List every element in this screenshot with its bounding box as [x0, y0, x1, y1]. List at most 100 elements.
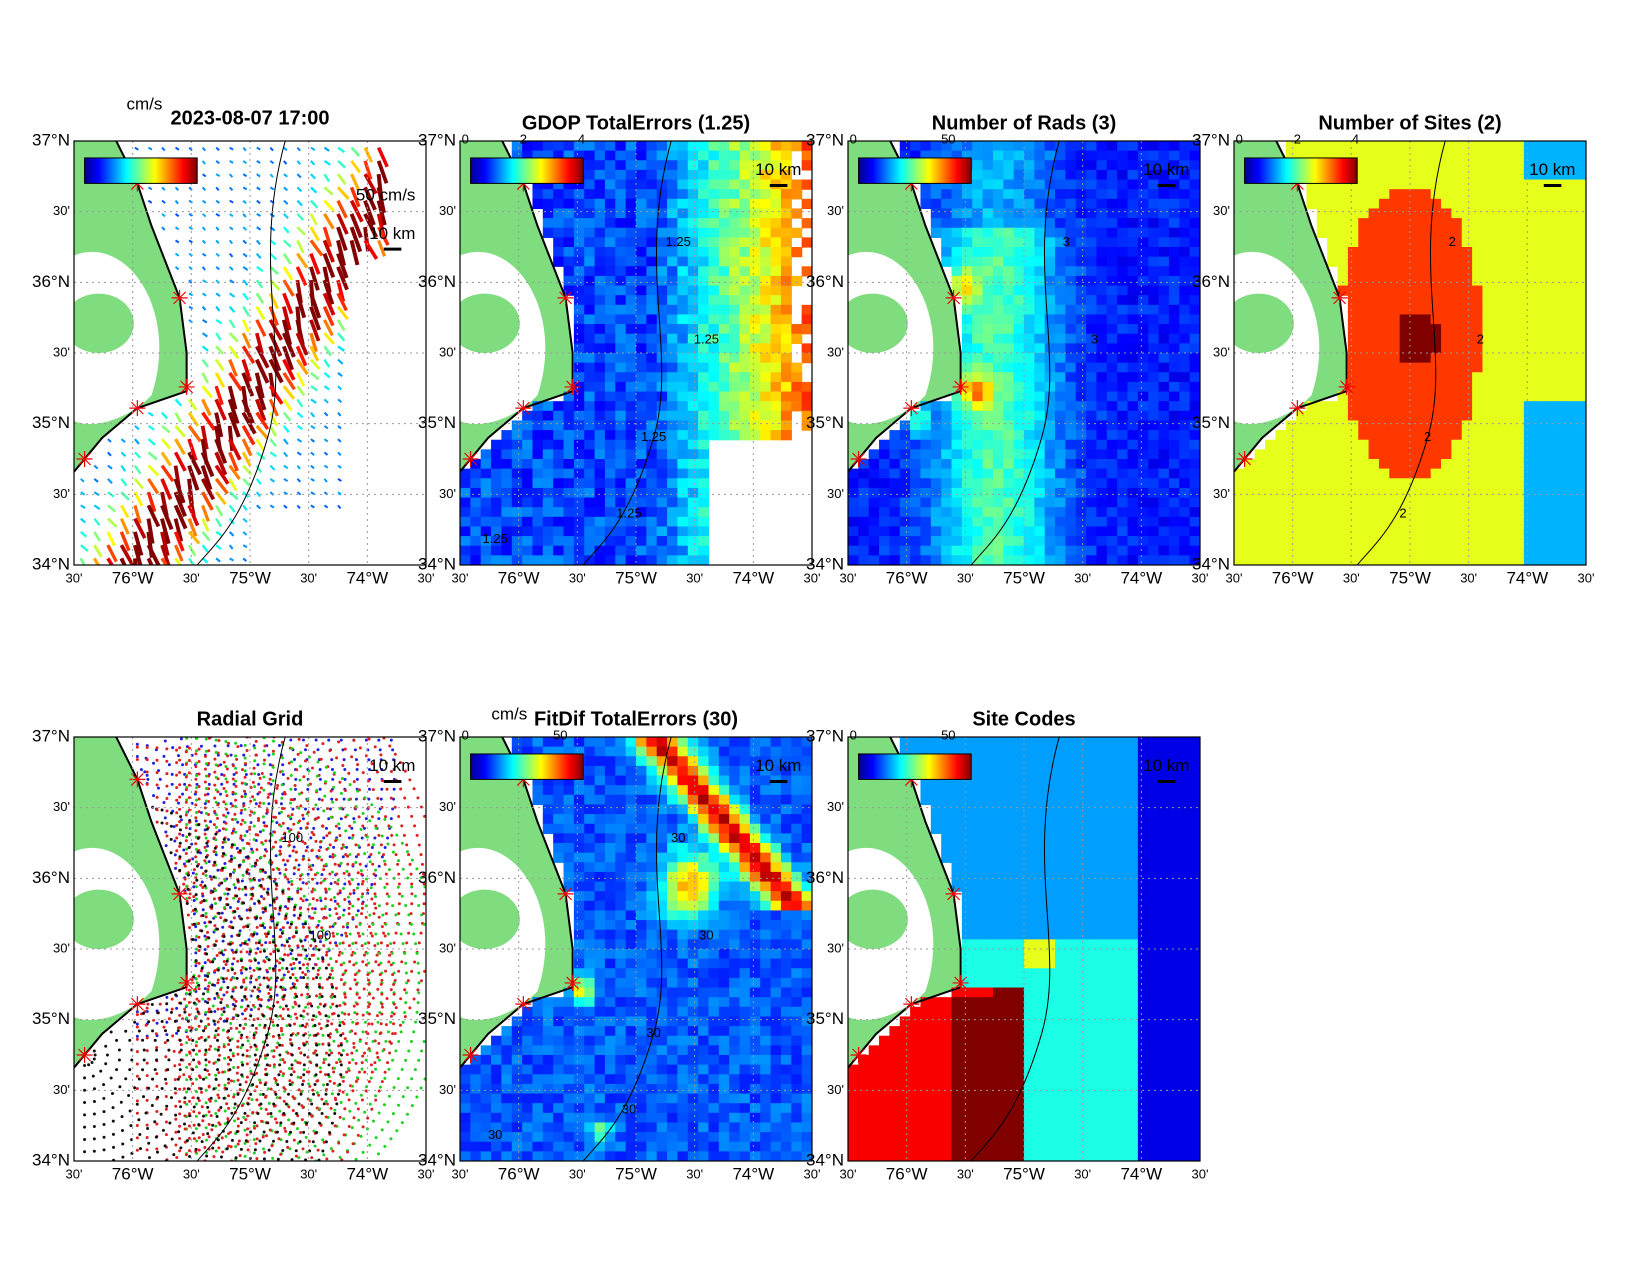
field-cell [879, 507, 891, 518]
field-cell [1534, 266, 1546, 277]
current-vector [147, 424, 155, 431]
field-cell [961, 478, 973, 489]
field-cell [1337, 150, 1349, 161]
map-panel: 37°N30'36°N30'35°N30'34°N30' 76°W 30' 75°W 3… [806, 112, 1208, 587]
field-cell [1106, 545, 1118, 556]
field-cell [1189, 237, 1200, 248]
field-cell [573, 391, 585, 402]
field-cell [1523, 189, 1535, 200]
grid-point [234, 999, 238, 1003]
field-cell [1420, 160, 1432, 171]
field-cell [1158, 285, 1170, 296]
field-cell [1513, 208, 1525, 219]
field-cell [972, 401, 984, 412]
field-cell [491, 555, 503, 565]
field-cell [1399, 333, 1411, 344]
current-vector [214, 504, 224, 517]
field-cell [972, 169, 984, 181]
field-cell [1003, 372, 1015, 383]
field-cell [749, 420, 761, 431]
field-cell [667, 266, 679, 277]
field-cell [646, 304, 658, 316]
field-cell [718, 362, 730, 373]
current-vector [228, 186, 234, 191]
field-cell [1158, 439, 1170, 450]
field-cell [1410, 391, 1421, 402]
field-cell [604, 536, 616, 547]
contour-label: 1.25 [666, 234, 691, 249]
field-cell [868, 497, 880, 508]
field-cell [1065, 381, 1077, 393]
field-cell [553, 555, 565, 565]
field-cell [992, 497, 1004, 508]
field-cell [1492, 266, 1504, 277]
field-cell [760, 401, 772, 412]
field-cell [1003, 275, 1015, 287]
field-cell [501, 536, 513, 547]
field-cell [718, 285, 730, 296]
current-vector [93, 478, 99, 483]
field-cell [656, 459, 668, 470]
field-cell [1137, 160, 1149, 171]
field-cell [1337, 141, 1349, 152]
field-cell [899, 430, 911, 441]
grid-point [167, 792, 171, 796]
field-cell [1055, 439, 1067, 450]
grid-point [314, 738, 318, 742]
field-cell [1086, 381, 1098, 393]
field-cell [1368, 295, 1380, 306]
field-cell [460, 526, 471, 537]
field-cell [801, 160, 812, 171]
field-cell [739, 179, 751, 190]
current-vector [255, 464, 263, 474]
field-cell [1554, 507, 1566, 518]
field-cell [1513, 285, 1525, 296]
field-cell [1503, 237, 1515, 248]
field-cell [982, 362, 994, 373]
field-cell [501, 468, 513, 479]
current-vector [147, 464, 160, 477]
field-cell [1179, 256, 1191, 267]
field-cell [1055, 478, 1067, 489]
field-cell [961, 536, 973, 547]
field-cell [573, 459, 585, 470]
field-cell [982, 372, 994, 383]
field-cell [667, 449, 679, 460]
current-vector [173, 478, 186, 504]
current-vector [268, 318, 284, 341]
field-cell [749, 285, 761, 296]
field-cell [698, 314, 710, 325]
field-cell [1044, 237, 1056, 248]
field-cell [1244, 487, 1256, 499]
current-vector [214, 372, 226, 388]
field-cell [1117, 237, 1129, 248]
lat-label: 30' [827, 344, 844, 359]
scale-label: 10 km [369, 224, 415, 243]
field-cell [1306, 526, 1318, 537]
field-cell [667, 324, 679, 335]
field-cell [1565, 208, 1577, 219]
field-cell [1337, 497, 1349, 508]
field-cell [656, 208, 668, 219]
grid-point [197, 987, 201, 991]
field-cell [1534, 430, 1546, 441]
field-cell [1378, 285, 1390, 296]
field-cell [1296, 449, 1308, 460]
field-cell [760, 314, 772, 325]
field-cell [982, 497, 994, 508]
current-vector [174, 239, 180, 244]
field-cell [1055, 372, 1067, 383]
current-vector [215, 318, 223, 325]
field-cell [667, 420, 679, 431]
field-cell [972, 227, 984, 238]
grid-point [362, 826, 366, 830]
field-cell [1075, 507, 1087, 518]
field-cell [780, 324, 792, 335]
field-cell [677, 536, 689, 547]
grid-point [301, 922, 305, 926]
field-cell [1451, 420, 1463, 431]
current-vector [187, 411, 200, 427]
field-cell [972, 353, 984, 364]
field-cell [889, 507, 901, 518]
field-cell [1127, 169, 1139, 181]
